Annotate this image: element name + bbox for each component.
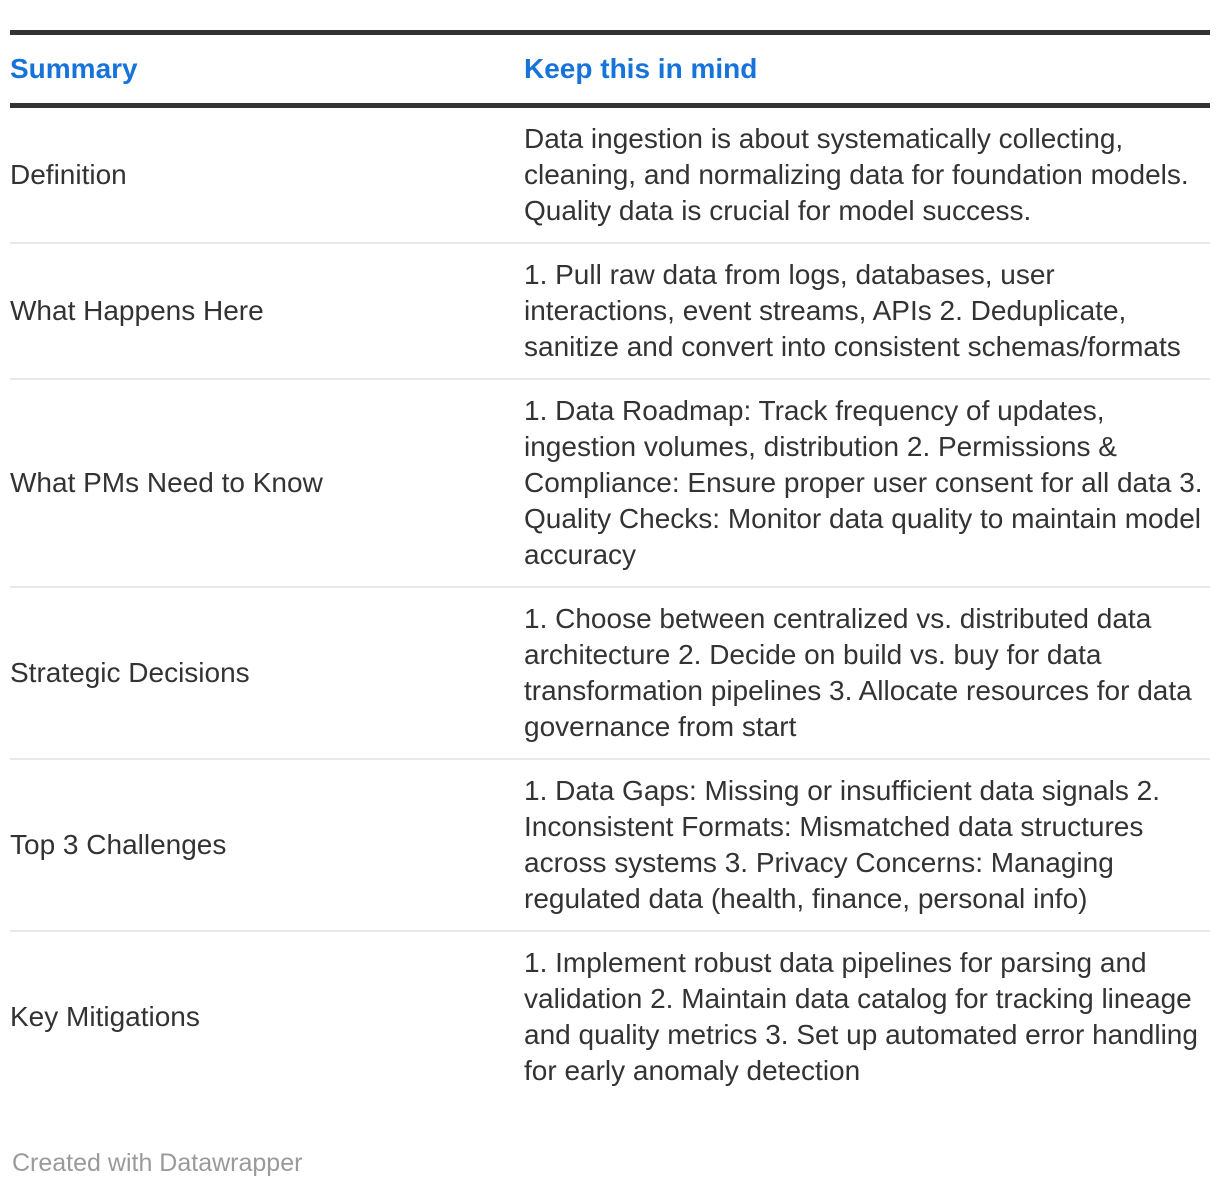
row-label-key-mitigations: Key Mitigations <box>10 1001 200 1032</box>
row-label-definition: Definition <box>10 159 127 190</box>
row-detail-definition: Data ingestion is about systematically c… <box>524 123 1189 226</box>
row-detail-what-happens-here: 1. Pull raw data from logs, databases, u… <box>524 259 1181 362</box>
row-label-what-happens-here: What Happens Here <box>10 295 264 326</box>
row-detail-what-pms-need-to-know: 1. Data Roadmap: Track frequency of upda… <box>524 395 1203 570</box>
row-label-top-3-challenges: Top 3 Challenges <box>10 829 227 860</box>
summary-table: Summary Keep this in mind Definition Dat… <box>10 30 1210 1102</box>
table-row: What PMs Need to Know 1. Data Roadmap: T… <box>10 379 1210 587</box>
row-detail-key-mitigations: 1. Implement robust data pipelines for p… <box>524 947 1198 1086</box>
table-header: Summary Keep this in mind <box>10 32 1210 106</box>
column-header-keep-this-in-mind: Keep this in mind <box>524 53 758 84</box>
table-row: Strategic Decisions 1. Choose between ce… <box>10 587 1210 759</box>
row-detail-top-3-challenges: 1. Data Gaps: Missing or insufficient da… <box>524 775 1161 914</box>
row-detail-strategic-decisions: 1. Choose between centralized vs. distri… <box>524 603 1192 742</box>
data-table: Summary Keep this in mind Definition Dat… <box>10 30 1210 1102</box>
table-row: Definition Data ingestion is about syste… <box>10 106 1210 244</box>
row-label-strategic-decisions: Strategic Decisions <box>10 657 250 688</box>
table-body: Definition Data ingestion is about syste… <box>10 106 1210 1103</box>
table-row: Key Mitigations 1. Implement robust data… <box>10 931 1210 1102</box>
table-row: What Happens Here 1. Pull raw data from … <box>10 243 1210 379</box>
row-label-what-pms-need-to-know: What PMs Need to Know <box>10 467 323 498</box>
table-row: Top 3 Challenges 1. Data Gaps: Missing o… <box>10 759 1210 931</box>
column-header-summary: Summary <box>10 53 138 84</box>
header-row: Summary Keep this in mind <box>10 32 1210 106</box>
datawrapper-credit-link[interactable]: Created with Datawrapper <box>12 1149 303 1177</box>
